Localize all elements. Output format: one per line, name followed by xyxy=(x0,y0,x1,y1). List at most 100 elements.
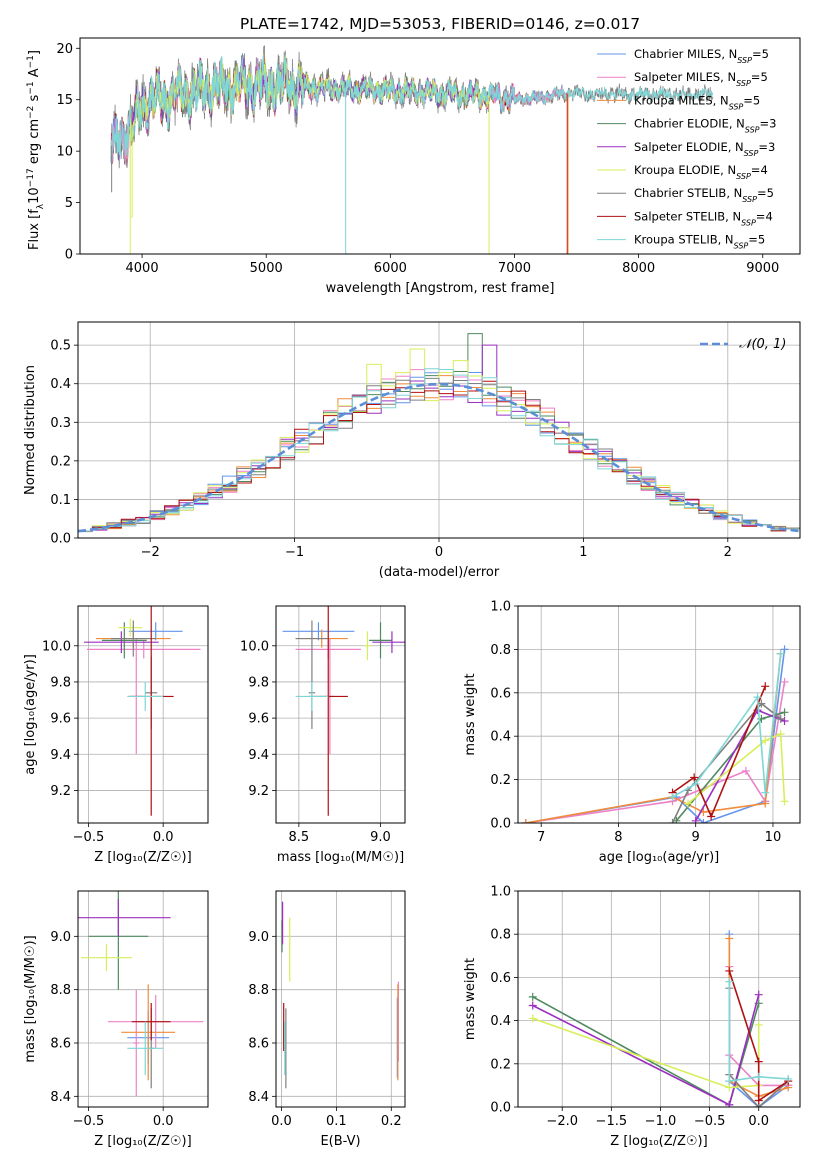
y-tick-label: 9.6 xyxy=(248,712,269,727)
y-tick-label: 9.2 xyxy=(248,784,269,799)
histogram-steps xyxy=(78,333,800,533)
y-tick-label: 9.0 xyxy=(50,930,71,945)
histogram-chabrier-stelib xyxy=(78,377,800,532)
y-tick-label: 10 xyxy=(56,145,73,160)
plots-layer: 4000 5000 6000 7000 8000 900005101520waveleng… xyxy=(23,37,801,1149)
legend-label: Kroupa MILES, NSSP=5 xyxy=(634,93,760,111)
y-tick-label: 0.0 xyxy=(490,817,511,832)
y-tick-label: 8.8 xyxy=(50,983,71,998)
weight-marker xyxy=(691,816,700,823)
weight-marker xyxy=(776,714,785,723)
y-axis-label: mass [log₁₀(M/M☉)] xyxy=(23,935,38,1062)
weight-marker xyxy=(528,992,537,1001)
y-tick-label: 0.2 xyxy=(490,773,511,788)
y-tick-label: 10.0 xyxy=(240,639,269,654)
spectrum-panel: 4000 5000 6000 7000 8000 9000 0 5 10 15 20 waveleng… xyxy=(26,37,801,296)
legend-nssp-sub: SSP xyxy=(741,218,756,227)
errorbar-point xyxy=(101,622,147,659)
errorbar-point xyxy=(121,984,176,1081)
weight-marker xyxy=(725,934,734,943)
legend-series-name: Salpeter ELODIE xyxy=(634,140,728,154)
weight-marker xyxy=(780,708,789,717)
legend-nssp-eq: = xyxy=(760,117,770,131)
y-tick-label: 8.6 xyxy=(248,1037,269,1052)
axes-frame xyxy=(517,605,801,824)
x-tick-label: 8.5 xyxy=(289,830,310,845)
errorbars xyxy=(282,606,405,816)
x-tick-label: 9000 xyxy=(746,261,779,276)
y-tick-label: 9.2 xyxy=(50,784,71,799)
weight-line-kroupa-stelib xyxy=(672,653,782,798)
weight-marker xyxy=(784,1074,793,1083)
z-age-panel: −0.5 0.0 9.2 9.4 9.6 9.8 10.0 Z [log₁₀(Z/Z☉)] ag… xyxy=(23,605,209,865)
normal-curve xyxy=(78,382,800,533)
errorbar-point xyxy=(83,631,159,654)
y-tick-label: 9.0 xyxy=(248,930,269,945)
errorbar-point xyxy=(372,631,405,654)
legend-nssp-value: 5 xyxy=(753,93,760,107)
y-tick-label: 0.3 xyxy=(50,416,71,431)
y-tick-label: 0.8 xyxy=(490,643,511,658)
y-tick-label: 9.4 xyxy=(50,748,71,763)
legend-nssp-prefix: , N xyxy=(728,140,744,154)
legend-label: Salpeter STELIB, NSSP=4 xyxy=(634,209,773,227)
residuals-panel: −2 −1 0 1 2 0.0 0.1 0.2 0.3 0.4 0.5 (data-model)/er… xyxy=(23,321,801,580)
legend-series-name: Salpeter STELIB xyxy=(634,209,725,223)
legend-series-name: Salpeter MILES xyxy=(634,70,720,84)
weight-line-chabrier-stelib xyxy=(671,702,782,823)
x-tick-label: 0.1 xyxy=(326,1114,347,1129)
x-tick-label: 8 xyxy=(614,830,622,845)
errorbar-point xyxy=(282,622,355,641)
y-axis-label-part: A xyxy=(27,68,42,81)
weight-marker xyxy=(699,819,708,823)
x-tick-label: −1.5 xyxy=(596,1114,628,1129)
weight-line-kroupa-elodie xyxy=(532,1017,760,1089)
legend-label: Kroupa STELIB, NSSP=5 xyxy=(634,233,765,251)
y-tick-label: 9.6 xyxy=(50,712,71,727)
y-tick-label: 15 xyxy=(56,93,73,108)
errorbars xyxy=(78,891,204,1097)
y-axis-label-part: −1 xyxy=(26,55,36,68)
y-tick-label: 8.4 xyxy=(50,1090,71,1105)
y-tick-label: 0.2 xyxy=(50,454,71,469)
y-axis-label-part: Flux [f xyxy=(27,209,42,250)
weight-marker xyxy=(761,682,770,691)
weight-marker xyxy=(780,677,789,686)
y-axis-label-part: erg cm xyxy=(27,119,42,168)
legend-nssp-eq: = xyxy=(758,140,768,154)
y-tick-label: 0.0 xyxy=(50,532,71,547)
errorbars xyxy=(281,901,400,1089)
legend-nssp-eq: = xyxy=(751,70,761,84)
axes-frame xyxy=(77,605,209,824)
weight-marker xyxy=(761,788,770,797)
y-tick-label: 0 xyxy=(65,248,73,263)
weight-marker xyxy=(780,797,789,806)
x-tick-label: −0.5 xyxy=(694,1114,726,1129)
errorbar-point xyxy=(131,1003,171,1041)
weight-line-chabrier-elodie xyxy=(532,996,760,1106)
weight-marker xyxy=(691,779,700,788)
y-tick-label: 0.4 xyxy=(490,1014,511,1029)
x-axis-label: Z [log₁₀(Z/Z☉)] xyxy=(94,1134,191,1149)
weight-marker xyxy=(753,693,762,702)
weight-marker xyxy=(725,1100,734,1107)
y-tick-label: 9.4 xyxy=(248,748,269,763)
errorbar-point xyxy=(110,620,156,657)
x-tick-label: 5000 xyxy=(250,261,283,276)
mass-age-panel: 8.5 9.0 9.2 9.4 9.6 9.8 10.0 mass [log₁₀(M/M☉)] xyxy=(240,605,406,865)
weight-marker xyxy=(725,977,734,986)
legend-nssp-sub: SSP xyxy=(737,56,752,65)
x-tick-label: 9 xyxy=(692,830,700,845)
x-axis-label: Z [log₁₀(Z/Z☉)] xyxy=(94,850,191,865)
weight-marker xyxy=(741,766,750,775)
weight-marker xyxy=(725,1077,734,1086)
axes-frame xyxy=(77,321,801,539)
legend-series-name: Kroupa MILES xyxy=(634,93,713,107)
legend-nssp-prefix: , N xyxy=(718,233,734,247)
legend-nssp-value: 3 xyxy=(768,140,775,154)
x-tick-label: 6000 xyxy=(374,261,407,276)
weight-marker xyxy=(528,1001,537,1010)
legend-series-name: Chabrier ELODIE xyxy=(634,117,729,131)
x-axis-label: E(B-V) xyxy=(320,1134,360,1149)
x-tick-label: −1 xyxy=(285,545,304,560)
